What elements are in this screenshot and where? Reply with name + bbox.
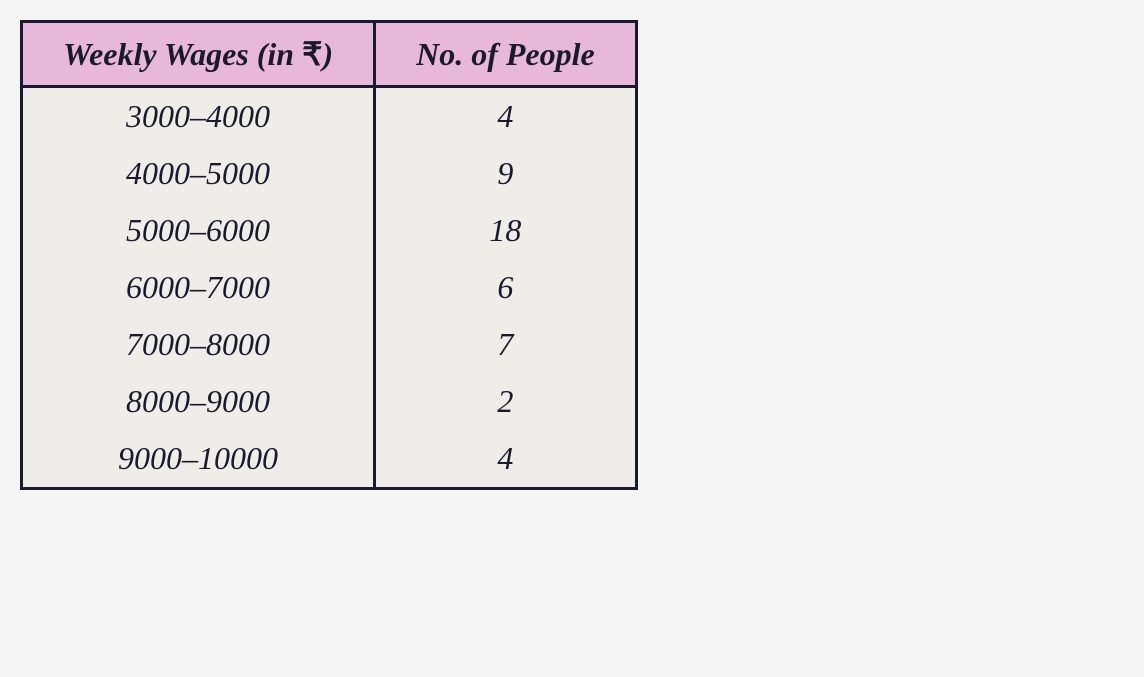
table-row: 5000–6000 18 (22, 202, 637, 259)
cell-wages: 8000–9000 (22, 373, 375, 430)
cell-wages: 3000–4000 (22, 87, 375, 146)
cell-wages: 9000–10000 (22, 430, 375, 489)
cell-wages: 4000–5000 (22, 145, 375, 202)
table-body: 3000–4000 4 4000–5000 9 5000–6000 18 600… (22, 87, 637, 489)
table-row: 7000–8000 7 (22, 316, 637, 373)
cell-people: 18 (375, 202, 637, 259)
wages-table-container: Weekly Wages (in ₹) No. of People 3000–4… (20, 20, 638, 490)
table-row: 6000–7000 6 (22, 259, 637, 316)
cell-wages: 6000–7000 (22, 259, 375, 316)
header-wages-prefix: Weekly Wages (in (63, 36, 302, 72)
column-header-people: No. of People (375, 22, 637, 87)
table-header-row: Weekly Wages (in ₹) No. of People (22, 22, 637, 87)
cell-people: 7 (375, 316, 637, 373)
cell-people: 9 (375, 145, 637, 202)
header-wages-suffix: ) (322, 36, 333, 72)
cell-people: 2 (375, 373, 637, 430)
table-row: 3000–4000 4 (22, 87, 637, 146)
table-row: 8000–9000 2 (22, 373, 637, 430)
column-header-wages: Weekly Wages (in ₹) (22, 22, 375, 87)
cell-people: 4 (375, 87, 637, 146)
cell-wages: 5000–6000 (22, 202, 375, 259)
wages-table: Weekly Wages (in ₹) No. of People 3000–4… (20, 20, 638, 490)
rupee-icon: ₹ (302, 36, 322, 72)
table-row: 4000–5000 9 (22, 145, 637, 202)
cell-people: 4 (375, 430, 637, 489)
cell-wages: 7000–8000 (22, 316, 375, 373)
cell-people: 6 (375, 259, 637, 316)
table-row: 9000–10000 4 (22, 430, 637, 489)
